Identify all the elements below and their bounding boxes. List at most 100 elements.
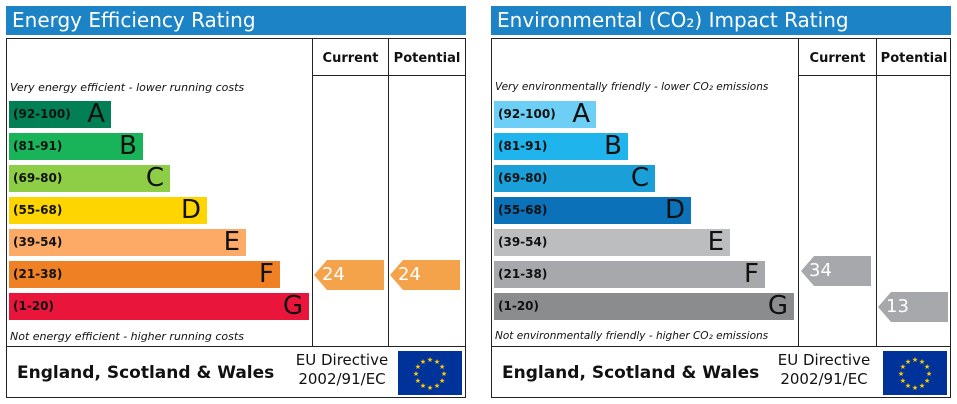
rating-band-g: (1-20) G — [9, 291, 309, 321]
eu-star-icon: ★ — [898, 370, 904, 378]
band-range-label: (55-68) — [13, 203, 63, 217]
eu-directive-line2: 2002/91/EC — [780, 370, 868, 388]
band-range-label: (21-38) — [498, 267, 548, 281]
band-letter-label: B — [604, 131, 622, 161]
eu-flag-icon: ★ ★ ★ ★ ★ ★ ★ ★ ★ ★ ★ ★ — [398, 351, 462, 395]
top-note: Very energy efficient - lower running co… — [10, 81, 245, 94]
rating-band-f: (21-38) F — [494, 259, 765, 289]
eu-directive-text: EU Directive 2002/91/EC — [769, 351, 879, 389]
eu-star-icon: ★ — [919, 358, 925, 366]
band-range-label: (81-91) — [498, 139, 548, 153]
band-range-label: (92-100) — [13, 107, 71, 121]
environmental-impact-panel: Environmental (CO₂) Impact Rating Curren… — [491, 6, 951, 398]
rating-frame: Current Potential Very energy efficient … — [6, 38, 466, 398]
eu-star-icon: ★ — [413, 370, 419, 378]
band-range-label: (81-91) — [13, 139, 63, 153]
eu-star-icon: ★ — [439, 377, 445, 385]
band-letter-label: A — [87, 99, 105, 129]
rating-band-g: (1-20) G — [494, 291, 794, 321]
potential-column-header: Potential — [880, 51, 948, 66]
rating-band-d: (55-68) D — [9, 195, 207, 225]
eu-star-icon: ★ — [919, 382, 925, 390]
footer-region: England, Scotland & Wales — [17, 363, 275, 383]
footer-region: England, Scotland & Wales — [502, 363, 760, 383]
eu-star-icon: ★ — [924, 377, 930, 385]
panel-title: Energy Efficiency Rating — [6, 6, 466, 35]
rating-band-d: (55-68) D — [494, 195, 691, 225]
eu-star-icon: ★ — [427, 384, 433, 392]
rating-frame: Current Potential Very environmentally f… — [491, 38, 951, 398]
eu-directive-line1: EU Directive — [777, 351, 871, 369]
eu-star-icon: ★ — [441, 370, 447, 378]
eu-star-icon: ★ — [420, 382, 426, 390]
eu-star-icon: ★ — [926, 370, 932, 378]
rating-band-f: (21-38) F — [9, 259, 280, 289]
current-column-header: Current — [809, 51, 866, 66]
current-column-header: Current — [322, 51, 379, 66]
energy-efficiency-panel: Energy Efficiency Rating Current Potenti… — [6, 6, 466, 398]
rating-band-a: (92-100) A — [9, 99, 111, 129]
band-range-label: (1-20) — [498, 299, 539, 313]
rating-band-c: (69-80) C — [9, 163, 170, 193]
eu-star-icon: ★ — [905, 358, 911, 366]
eu-star-icon: ★ — [415, 377, 421, 385]
top-note: Very environmentally friendly - lower CO… — [495, 81, 769, 93]
band-range-label: (39-54) — [13, 235, 63, 249]
column-divider — [798, 39, 799, 347]
band-letter-label: B — [119, 131, 137, 161]
band-letter-label: D — [664, 195, 685, 225]
footer-divider — [492, 346, 951, 347]
band-letter-label: F — [259, 259, 274, 289]
bottom-note: Not energy efficient - higher running co… — [10, 330, 244, 343]
band-range-label: (69-80) — [13, 171, 63, 185]
panel-title: Environmental (CO₂) Impact Rating — [491, 6, 951, 35]
eu-star-icon: ★ — [912, 356, 918, 364]
header-divider — [312, 75, 466, 76]
current-rating-value: 24 — [314, 260, 345, 290]
potential-rating-value: 13 — [878, 292, 909, 322]
eu-star-icon: ★ — [420, 358, 426, 366]
potential-rating-value: 24 — [390, 260, 421, 290]
band-letter-label: C — [630, 163, 649, 193]
potential-column-header: Potential — [393, 51, 461, 66]
band-range-label: (69-80) — [498, 171, 548, 185]
eu-flag-icon: ★ ★ ★ ★ ★ ★ ★ ★ ★ ★ ★ ★ — [883, 351, 947, 395]
footer-divider — [7, 346, 466, 347]
rating-band-a: (92-100) A — [494, 100, 596, 128]
eu-stars-icon: ★ ★★★★★★★★★★★ — [898, 356, 932, 392]
band-range-label: (55-68) — [498, 203, 548, 217]
eu-star-icon: ★ — [427, 356, 433, 364]
band-letter-label: C — [145, 163, 164, 193]
eu-star-icon: ★ — [434, 358, 440, 366]
rating-band-b: (81-91) B — [9, 131, 143, 161]
band-range-label: (1-20) — [13, 299, 54, 313]
band-letter-label: D — [180, 195, 201, 225]
rating-band-e: (39-54) E — [494, 227, 730, 257]
band-range-label: (39-54) — [498, 235, 548, 249]
eu-star-icon: ★ — [912, 384, 918, 392]
band-letter-label: E — [223, 227, 240, 257]
bottom-note: Not environmentally friendly - higher CO… — [495, 330, 769, 342]
rating-band-c: (69-80) C — [494, 163, 655, 193]
band-letter-label: F — [744, 259, 759, 289]
header-divider — [798, 75, 951, 76]
rating-band-b: (81-91) B — [494, 131, 628, 161]
eu-star-icon: ★ — [439, 363, 445, 371]
band-letter-label: G — [767, 291, 788, 321]
current-rating-value: 34 — [801, 256, 832, 286]
eu-directive-line2: 2002/91/EC — [298, 370, 386, 388]
column-divider — [312, 39, 313, 347]
band-letter-label: E — [707, 227, 724, 257]
eu-stars-icon: ★ ★★★★★★★★★★★ — [413, 356, 447, 392]
column-divider — [388, 39, 389, 347]
band-letter-label: G — [282, 291, 303, 321]
eu-star-icon: ★ — [905, 382, 911, 390]
band-range-label: (21-38) — [13, 267, 63, 281]
rating-band-e: (39-54) E — [9, 227, 246, 257]
eu-star-icon: ★ — [900, 377, 906, 385]
eu-directive-line1: EU Directive — [295, 351, 389, 369]
eu-star-icon: ★ — [900, 363, 906, 371]
eu-directive-text: EU Directive 2002/91/EC — [287, 351, 397, 389]
eu-star-icon: ★ — [434, 382, 440, 390]
eu-star-icon: ★ — [924, 363, 930, 371]
